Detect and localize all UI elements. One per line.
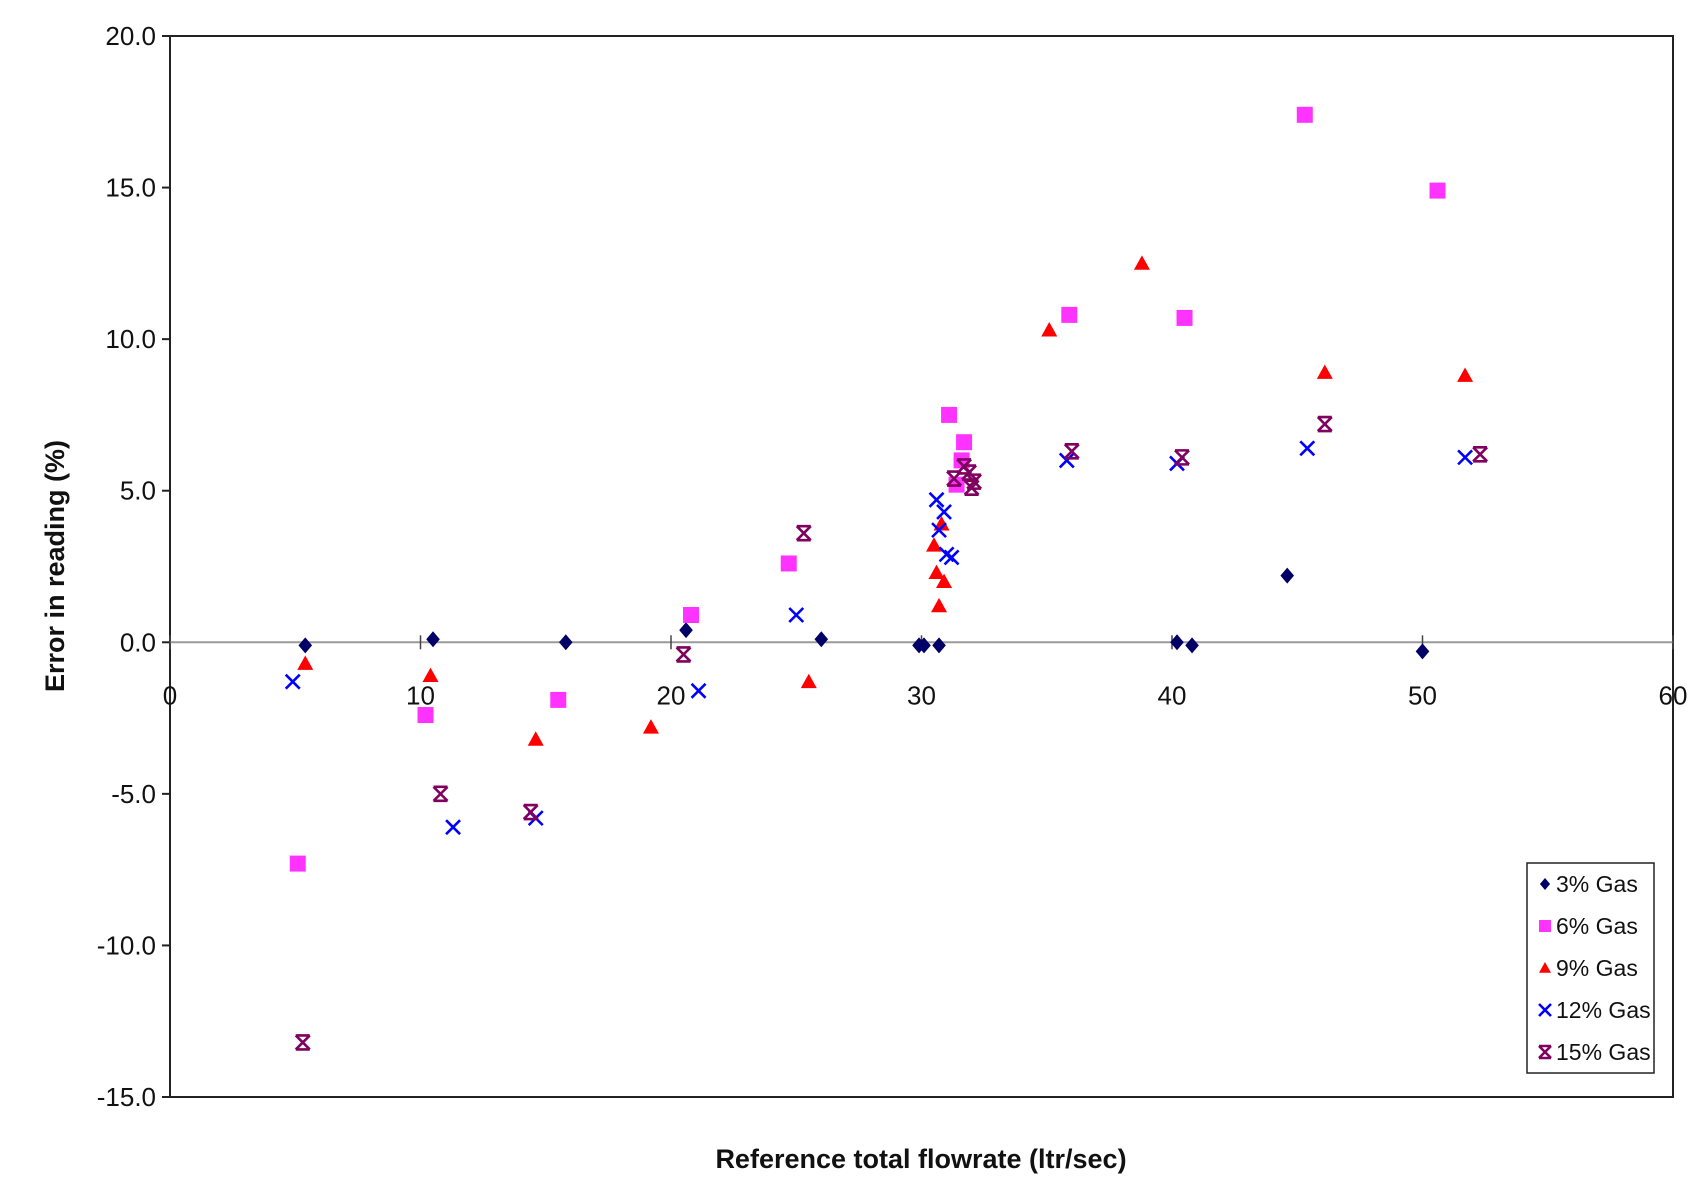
legend-marker: [1539, 920, 1551, 932]
x-tick-label: 30: [907, 680, 936, 710]
data-point: [928, 491, 945, 508]
data-point: [956, 434, 973, 451]
data-point: [926, 537, 943, 552]
data-point: [432, 785, 449, 803]
data-point: [931, 597, 948, 613]
series-5: [294, 415, 1489, 1051]
legend-label: 6% Gas: [1556, 913, 1638, 939]
data-point: [683, 607, 700, 624]
data-point: [675, 646, 692, 663]
data-point: [1176, 309, 1193, 326]
data-point: [961, 464, 978, 481]
series-3: [297, 255, 1474, 746]
data-point: [928, 564, 945, 579]
legend-marker: [1539, 878, 1551, 890]
legend-marker: [1538, 1003, 1552, 1017]
data-point: [1185, 637, 1199, 654]
data-point: [1174, 449, 1190, 466]
data-point: [527, 731, 544, 746]
axis-ticks: -15.0 -10.0 -5.0 0.0 5.0 10.0 15.0 20.0 0 10 20 30 4…: [97, 21, 1688, 1112]
data-point: [690, 682, 707, 699]
data-point: [294, 1034, 311, 1051]
data-point: [1280, 567, 1295, 584]
data-point: [550, 691, 567, 708]
data-point: [1061, 306, 1078, 323]
y-tick-label: -15.0: [97, 1082, 156, 1112]
data-point: [558, 634, 573, 651]
data-point: [522, 803, 539, 821]
data-point: [1133, 255, 1150, 270]
data-point: [426, 631, 440, 648]
data-point: [936, 504, 952, 520]
data-point: [1429, 182, 1446, 199]
y-tick-label: 0.0: [120, 627, 156, 657]
x-tick-label: 20: [657, 680, 686, 710]
data-point: [1063, 443, 1080, 460]
data-point: [1316, 364, 1333, 379]
data-point: [936, 573, 953, 589]
data-point: [417, 707, 434, 724]
y-tick-label: 15.0: [105, 173, 156, 203]
data-point: [814, 631, 829, 648]
data-point: [1415, 643, 1430, 660]
data-point: [642, 719, 659, 734]
x-tick-label: 50: [1408, 680, 1437, 710]
x-tick-label: 0: [163, 680, 177, 710]
legend-marker: [1539, 962, 1551, 973]
x-axis-title: Reference total flowrate (ltr/sec): [715, 1144, 1126, 1174]
legend: 3% Gas 6% Gas 9% Gas 12% Gas 15% Gas: [1526, 862, 1655, 1074]
data-point: [445, 819, 461, 836]
y-tick-label: 5.0: [120, 476, 156, 506]
data-point: [297, 655, 314, 670]
data-point: [931, 522, 947, 539]
legend-label: 12% Gas: [1556, 997, 1651, 1023]
x-tick-label: 10: [406, 680, 435, 710]
data-point: [1041, 322, 1058, 337]
series-1: [298, 567, 1430, 660]
data-point: [780, 555, 797, 572]
data-point: [932, 637, 946, 654]
y-tick-label: -5.0: [111, 779, 156, 809]
y-axis-title: Error in reading (%): [40, 440, 70, 692]
legend-label: 3% Gas: [1556, 871, 1638, 897]
data-point: [795, 524, 812, 542]
legend-marker: [1538, 1044, 1552, 1060]
data-point: [800, 673, 817, 689]
legend-entries: 3% Gas 6% Gas 9% Gas 12% Gas 15% Gas: [1538, 871, 1651, 1065]
data-points: [284, 106, 1489, 1051]
data-point: [1316, 415, 1333, 433]
data-point: [788, 607, 805, 623]
y-tick-label: 20.0: [105, 21, 156, 51]
data-point: [946, 470, 962, 487]
x-tick-label: 40: [1158, 680, 1187, 710]
data-point: [943, 549, 960, 566]
data-point: [1299, 440, 1316, 457]
y-tick-label: 10.0: [105, 324, 156, 354]
legend-label: 9% Gas: [1556, 955, 1638, 981]
data-point: [1170, 634, 1184, 651]
data-point: [1296, 106, 1313, 123]
data-point: [941, 406, 958, 423]
data-point: [289, 855, 306, 872]
legend-label: 15% Gas: [1556, 1039, 1651, 1065]
y-tick-label: -10.0: [97, 930, 156, 960]
data-point: [679, 622, 693, 639]
data-point: [966, 473, 983, 490]
plot-area: [169, 35, 1674, 1098]
data-point: [1457, 449, 1473, 466]
data-point: [298, 637, 313, 654]
data-point: [917, 637, 931, 654]
data-point: [1457, 367, 1474, 382]
data-point: [1472, 446, 1489, 463]
data-point: [1058, 452, 1075, 469]
x-tick-label: 60: [1659, 680, 1688, 710]
data-point: [284, 673, 301, 690]
data-point: [422, 667, 439, 683]
